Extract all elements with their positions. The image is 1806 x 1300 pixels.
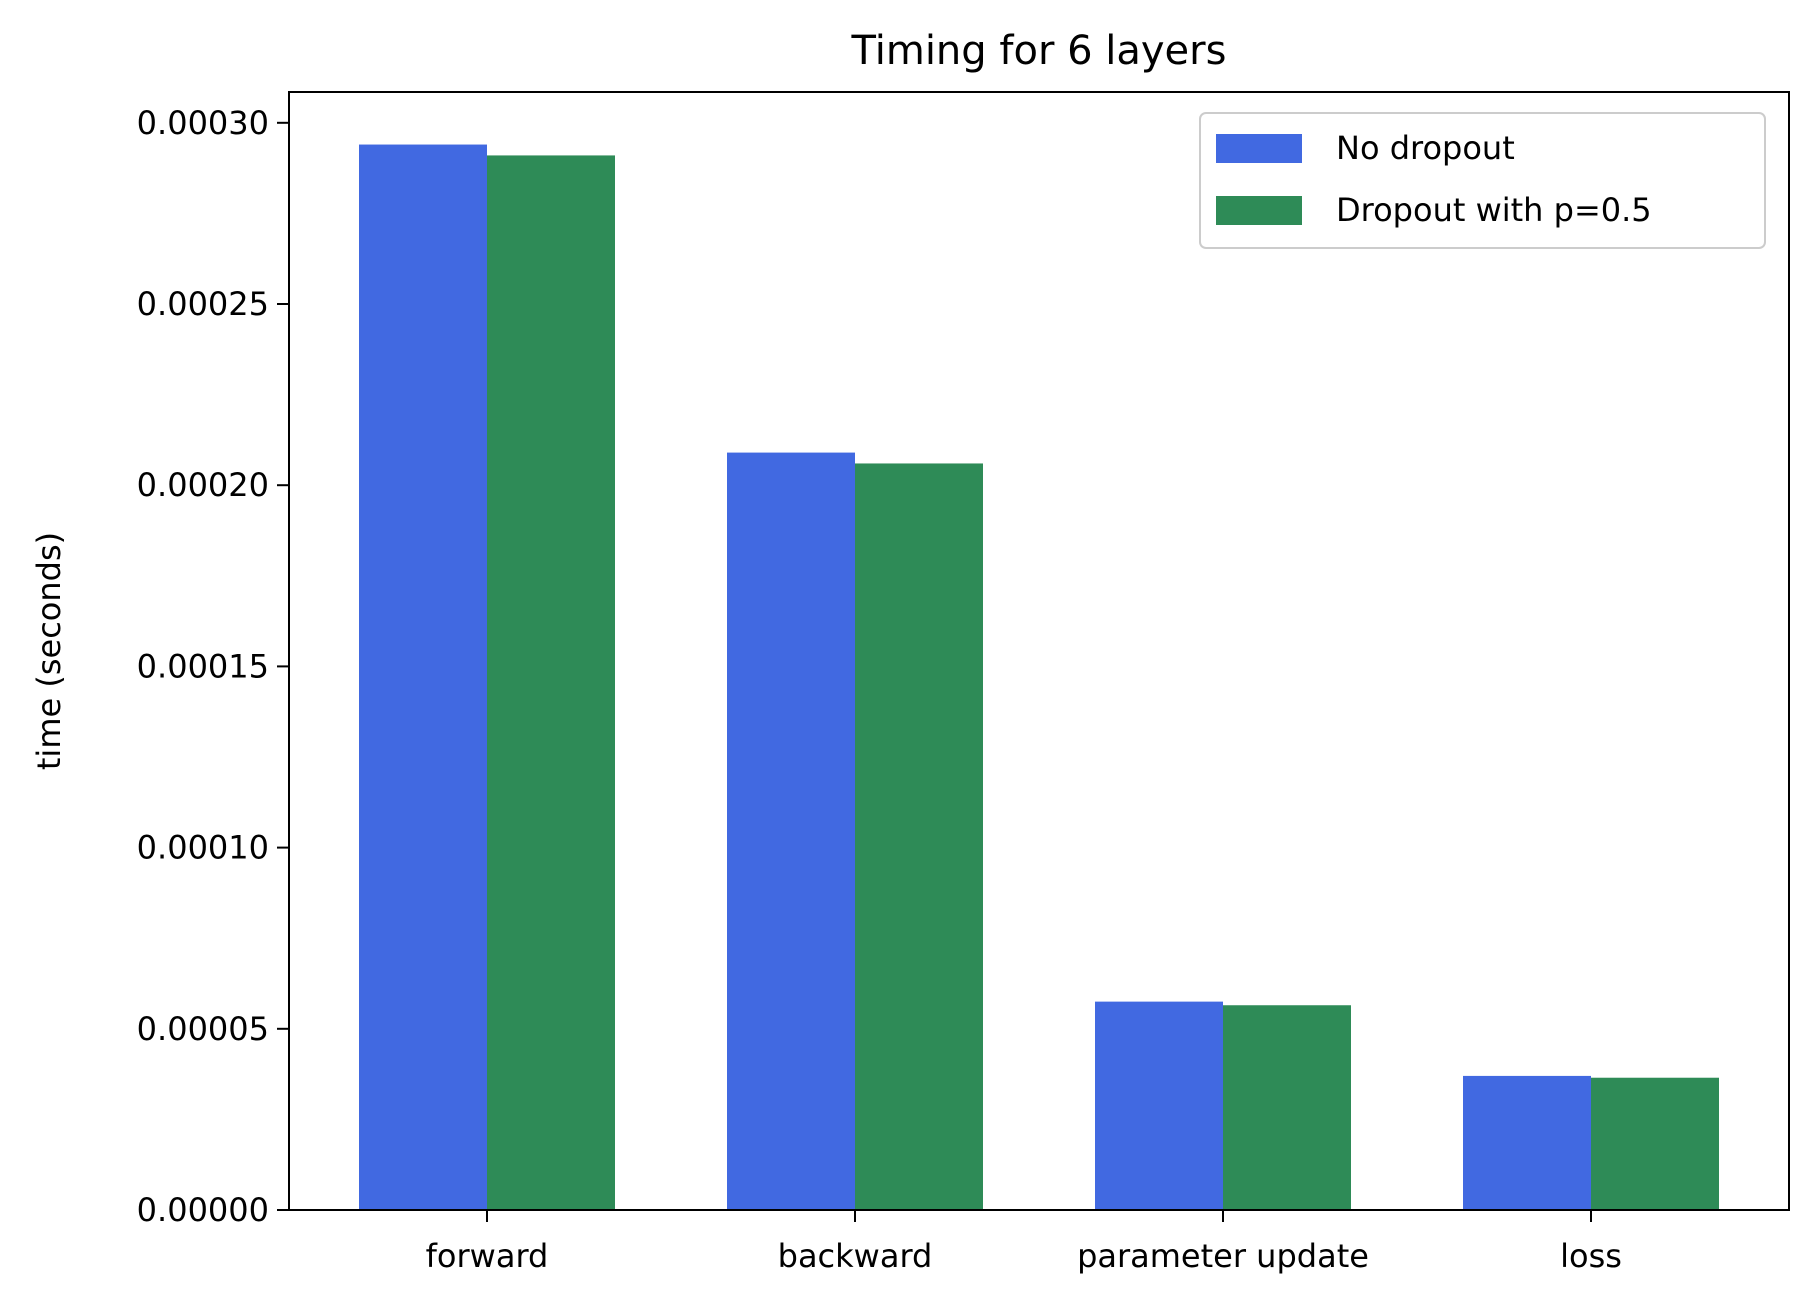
bar-no-dropout-backward xyxy=(727,452,855,1211)
y-tick-label: 0.00000 xyxy=(137,1191,269,1229)
x-tick-label: backward xyxy=(778,1237,933,1275)
plot-frame xyxy=(288,91,1790,1211)
legend-frame xyxy=(1199,112,1766,249)
bar-no-dropout-forward xyxy=(359,144,487,1210)
legend-label: No dropout xyxy=(1336,129,1515,167)
x-axis: forward backward parameter update loss xyxy=(426,1210,1622,1275)
y-axis-label: time (seconds) xyxy=(30,532,68,770)
bar-dropout-parameter-update xyxy=(1223,1005,1351,1210)
bar-no-dropout-loss xyxy=(1463,1075,1591,1210)
y-tick-label: 0.00030 xyxy=(137,104,269,142)
y-tick-label: 0.00015 xyxy=(137,647,269,685)
y-axis: 0.00000 0.00005 0.00010 0.00015 0.00020 0.000… xyxy=(137,104,289,1229)
y-tick-label: 0.00025 xyxy=(137,285,269,323)
bars-group xyxy=(359,144,1719,1211)
bar-dropout-forward xyxy=(487,155,615,1210)
bar-dropout-backward xyxy=(855,463,983,1210)
legend-label: Dropout with p=0.5 xyxy=(1336,191,1652,229)
bar-no-dropout-parameter-update xyxy=(1095,1001,1223,1210)
legend-swatch xyxy=(1216,196,1302,225)
x-tick-label: loss xyxy=(1560,1237,1622,1275)
x-tick-label: forward xyxy=(426,1237,549,1275)
bar-dropout-loss xyxy=(1591,1077,1719,1210)
legend: No dropout Dropout with p=0.5 xyxy=(1199,112,1766,249)
legend-swatch xyxy=(1216,134,1302,163)
y-tick-label: 0.00020 xyxy=(137,466,269,504)
y-tick-label: 0.00005 xyxy=(137,1010,269,1048)
y-tick-label: 0.00010 xyxy=(137,829,269,867)
x-tick-label: parameter update xyxy=(1077,1237,1369,1275)
chart-title: Timing for 6 layers xyxy=(851,28,1227,74)
